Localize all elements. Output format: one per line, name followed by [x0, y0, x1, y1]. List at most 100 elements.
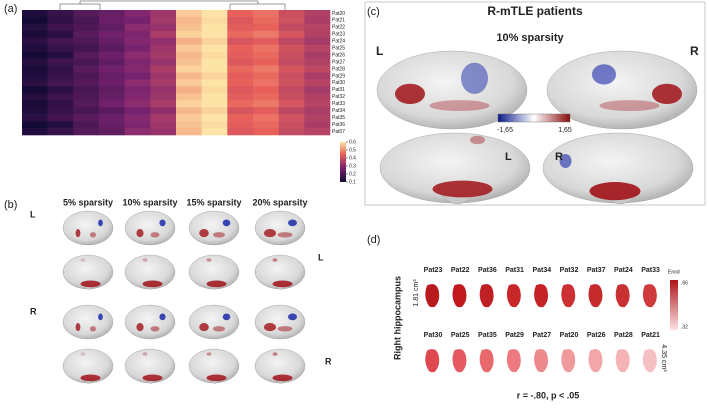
- sparsity-label: 15% sparsity: [186, 197, 241, 207]
- heatmap-cell: [176, 30, 202, 39]
- heatmap-cell: [253, 51, 279, 59]
- heatmap-cell: [304, 30, 331, 39]
- patient-label: Pat35: [478, 332, 497, 339]
- colorbar-title: Enod: [668, 269, 680, 275]
- heatmap-cell: [73, 65, 100, 73]
- sparsity-label: 10% sparsity: [122, 197, 177, 207]
- statistic: r = -.80, p < .05: [517, 390, 580, 400]
- heatmap-cell: [201, 65, 228, 73]
- heatmap-cell: [278, 93, 305, 101]
- row-label: Pat25: [332, 46, 345, 52]
- heatmap-cell: [73, 37, 100, 46]
- heatmap-cell: [278, 121, 305, 129]
- patient-label: Pat28: [614, 332, 633, 339]
- heatmap-cell: [124, 16, 151, 25]
- heatmap-cell: [47, 100, 74, 108]
- heatmap-cell: [99, 72, 125, 80]
- activation: [159, 313, 166, 321]
- activation: [142, 258, 148, 262]
- heatmap-cell: [22, 51, 48, 59]
- heatmap-cell: [47, 23, 74, 32]
- brain-surface: [254, 210, 306, 246]
- activation: [288, 313, 297, 321]
- heatmap-cell: [150, 23, 177, 32]
- heatmap-cell: [201, 72, 228, 80]
- heatmap-cell: [47, 37, 74, 46]
- heatmap-cell: [304, 128, 331, 136]
- hippocampus: [560, 348, 576, 373]
- row-label: Pat22: [332, 25, 345, 31]
- brain: [376, 50, 528, 130]
- heatmap-cell: [47, 79, 74, 87]
- heatmap-cell: [176, 100, 202, 108]
- heatmap-cell: [124, 79, 151, 87]
- heatmap-cell: [99, 93, 125, 101]
- activation: [206, 258, 212, 262]
- heatmap-cell: [201, 107, 228, 115]
- activation: [288, 219, 297, 227]
- activation: [90, 232, 96, 238]
- panel-title: R-mTLE patients: [487, 4, 583, 18]
- row-label: Pat26: [332, 52, 345, 58]
- heatmap-cell: [99, 86, 125, 94]
- hippocampus: [615, 283, 631, 308]
- heatmap-cell: [47, 44, 74, 52]
- heatmap-cell: [22, 10, 48, 18]
- colorbar: [497, 113, 571, 123]
- heatmap-cell: [22, 86, 48, 94]
- heatmap-cell: [22, 72, 48, 80]
- heatmap-cell: [253, 107, 279, 115]
- patient-label: Pat32: [560, 267, 579, 274]
- heatmap-cell: [124, 51, 151, 59]
- heatmap-cell: [99, 37, 125, 46]
- activation: [206, 352, 212, 356]
- row-label: Pat21: [332, 18, 345, 24]
- activation: [142, 352, 148, 356]
- heatmap-cell: [73, 16, 100, 25]
- activation: [461, 62, 488, 94]
- heatmap-cell: [73, 23, 100, 32]
- heatmap-cell: [253, 100, 279, 108]
- brain: [188, 304, 240, 340]
- panel-label: (d): [367, 234, 380, 246]
- heatmap-cell: [253, 58, 279, 66]
- heatmap-cell: [176, 114, 202, 122]
- activation: [206, 280, 227, 288]
- heatmap-cell: [253, 37, 279, 46]
- activation: [80, 258, 86, 262]
- brain-surface: [254, 304, 306, 340]
- heatmap-cell: [227, 58, 254, 66]
- heatmap-cell: [47, 121, 74, 129]
- activation: [159, 219, 166, 227]
- heatmap-cell: [176, 79, 202, 87]
- heatmap-cell: [304, 16, 331, 25]
- colorbar-label: 0.5: [349, 147, 356, 153]
- heatmap-cell: [73, 51, 100, 59]
- heatmap-cell: [176, 37, 202, 46]
- heatmap-cell: [73, 128, 100, 136]
- heatmap-cell: [253, 121, 279, 129]
- heatmap-cell: [176, 10, 202, 18]
- heatmap-cell: [227, 65, 254, 73]
- activation: [90, 326, 96, 332]
- heatmap-cell: [124, 128, 151, 136]
- heatmap-cell: [253, 44, 279, 52]
- activation: [75, 323, 81, 332]
- heatmap-cell: [124, 72, 151, 80]
- brain-surface: [124, 210, 176, 246]
- heatmap-cell: [150, 100, 177, 108]
- heatmap-cell: [73, 79, 100, 87]
- activation: [264, 229, 276, 238]
- heatmap-cell: [22, 121, 48, 129]
- brain: [62, 210, 114, 246]
- heatmap-cell: [278, 72, 305, 80]
- brain: [188, 254, 240, 290]
- activation: [199, 323, 209, 332]
- activation: [98, 219, 103, 227]
- heatmap-cell: [201, 114, 228, 122]
- heatmap-cell: [253, 114, 279, 122]
- heatmap-cell: [99, 128, 125, 136]
- heatmap-cell: [227, 44, 254, 52]
- heatmap-cell: [253, 30, 279, 39]
